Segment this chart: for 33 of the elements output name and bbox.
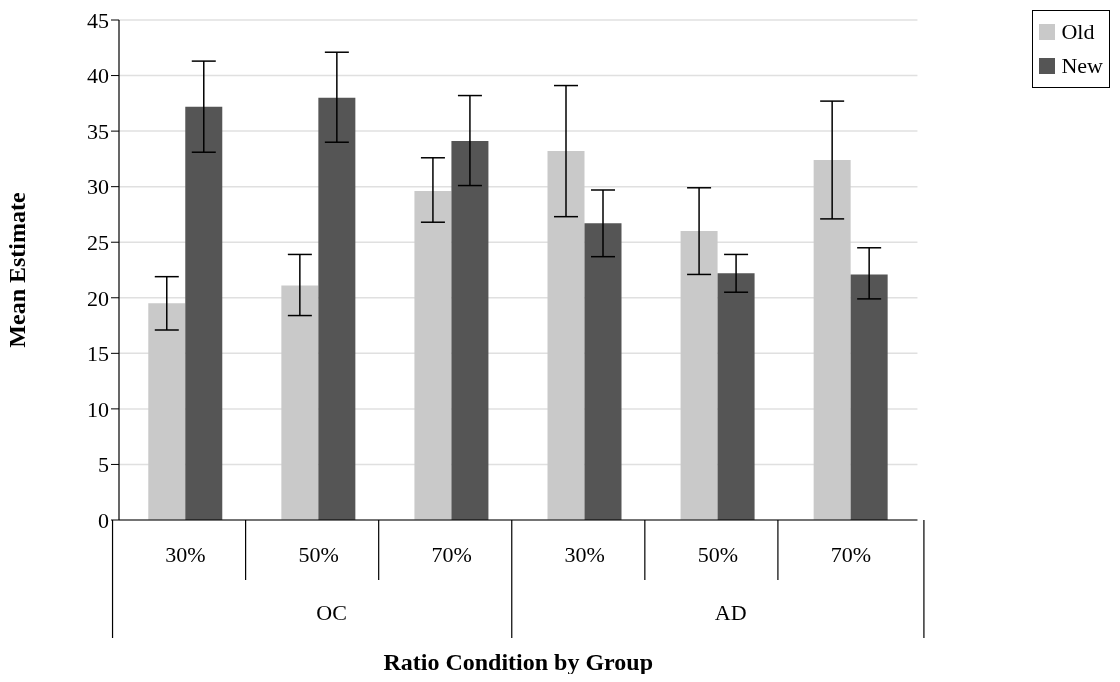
bar bbox=[717, 273, 755, 520]
bar bbox=[547, 151, 585, 520]
y-tick-label: 30 bbox=[87, 174, 109, 200]
bar bbox=[850, 274, 888, 520]
legend-label: New bbox=[1061, 52, 1103, 80]
x-tick-label: 50% bbox=[298, 542, 339, 567]
y-tick-label: 15 bbox=[87, 341, 109, 367]
legend-label: Old bbox=[1061, 18, 1095, 46]
bar bbox=[451, 141, 489, 520]
y-tick-label: 20 bbox=[87, 285, 109, 311]
y-axis-title: Mean Estimate bbox=[3, 192, 30, 348]
bar bbox=[680, 231, 718, 520]
bar bbox=[318, 97, 356, 520]
x-tick-label: 50% bbox=[697, 542, 738, 567]
text: OC bbox=[316, 600, 347, 625]
bar bbox=[281, 285, 319, 520]
bar bbox=[148, 303, 186, 520]
y-tick-label: 40 bbox=[87, 63, 109, 89]
x-tick-label: 70% bbox=[830, 542, 872, 567]
x-tick-label: 30% bbox=[165, 542, 206, 567]
bar bbox=[584, 223, 622, 520]
x-tick-label: 70% bbox=[431, 542, 472, 567]
text: AD bbox=[714, 600, 747, 625]
y-tick-label: 25 bbox=[87, 230, 109, 256]
y-tick-label: 5 bbox=[98, 452, 109, 478]
bar bbox=[414, 191, 452, 520]
y-tick-label: 35 bbox=[87, 118, 109, 144]
y-tick-label: 0 bbox=[98, 507, 109, 533]
y-tick-label: 10 bbox=[87, 396, 109, 422]
x-tick-label: 30% bbox=[564, 542, 605, 567]
y-tick-label: 45 bbox=[87, 7, 109, 33]
bar bbox=[813, 160, 851, 520]
bar bbox=[185, 106, 223, 520]
